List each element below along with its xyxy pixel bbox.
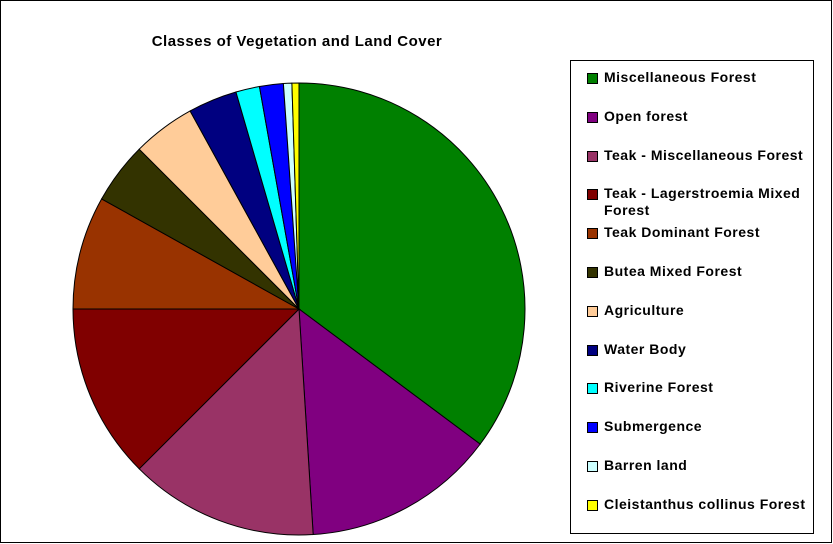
legend-item: Barren land xyxy=(587,457,807,474)
pie-slice xyxy=(72,308,301,470)
legend-item: Teak Dominant Forest xyxy=(587,224,807,241)
legend-swatch xyxy=(587,267,598,278)
legend-label: Riverine Forest xyxy=(604,379,714,396)
pie-slice xyxy=(72,198,301,310)
legend-item: Submergence xyxy=(587,418,807,435)
chart-title: Classes of Vegetation and Land Cover xyxy=(152,33,443,50)
legend-label: Barren land xyxy=(604,457,688,473)
legend-item: Butea Mixed Forest xyxy=(587,263,807,280)
legend-item: Riverine Forest xyxy=(587,379,807,396)
legend-label: Agriculture xyxy=(604,301,685,318)
legend-item: Agriculture xyxy=(587,302,807,319)
legend-swatch xyxy=(587,228,598,240)
legend: Miscellaneous Forest Open forest Teak - Mi… xyxy=(570,60,814,534)
legend-label: Teak - Miscellaneous Forest xyxy=(604,146,804,163)
legend-label: Submergence xyxy=(604,418,703,435)
legend-item: Teak - Miscellaneous Forest xyxy=(587,147,807,164)
legend-item: Cleistanthus collinus Forest xyxy=(587,496,807,513)
pie xyxy=(72,82,526,536)
legend-label: Teak - Lagerstroemia Mixed Forest xyxy=(604,185,801,219)
legend-item: Teak - Lagerstroemia Mixed Forest xyxy=(587,185,807,219)
legend-label: Cleistanthus collinus Forest xyxy=(604,495,806,512)
legend-swatch xyxy=(587,111,598,123)
legend-label: Open forest xyxy=(604,107,689,124)
legend-swatch xyxy=(587,499,598,511)
legend-swatch xyxy=(587,150,598,162)
pie-slice xyxy=(298,82,526,445)
legend-label: Water Body xyxy=(604,340,687,357)
pie-slice xyxy=(298,307,481,536)
legend-swatch xyxy=(587,189,598,201)
legend-swatch xyxy=(587,305,598,317)
legend-swatch xyxy=(587,383,598,395)
legend-label: Butea Mixed Forest xyxy=(604,263,743,279)
legend-item: Miscellaneous Forest xyxy=(587,69,807,86)
pie-slice xyxy=(291,82,300,310)
legend-label: Teak Dominant Forest xyxy=(604,224,760,241)
legend-item: Open forest xyxy=(587,108,807,125)
legend-label: Miscellaneous Forest xyxy=(604,69,757,85)
legend-swatch xyxy=(587,73,598,84)
legend-swatch xyxy=(587,422,598,434)
legend-swatch xyxy=(587,461,598,472)
pie-slice xyxy=(138,307,314,536)
legend-item: Water Body xyxy=(587,341,807,358)
legend-swatch xyxy=(587,344,598,356)
